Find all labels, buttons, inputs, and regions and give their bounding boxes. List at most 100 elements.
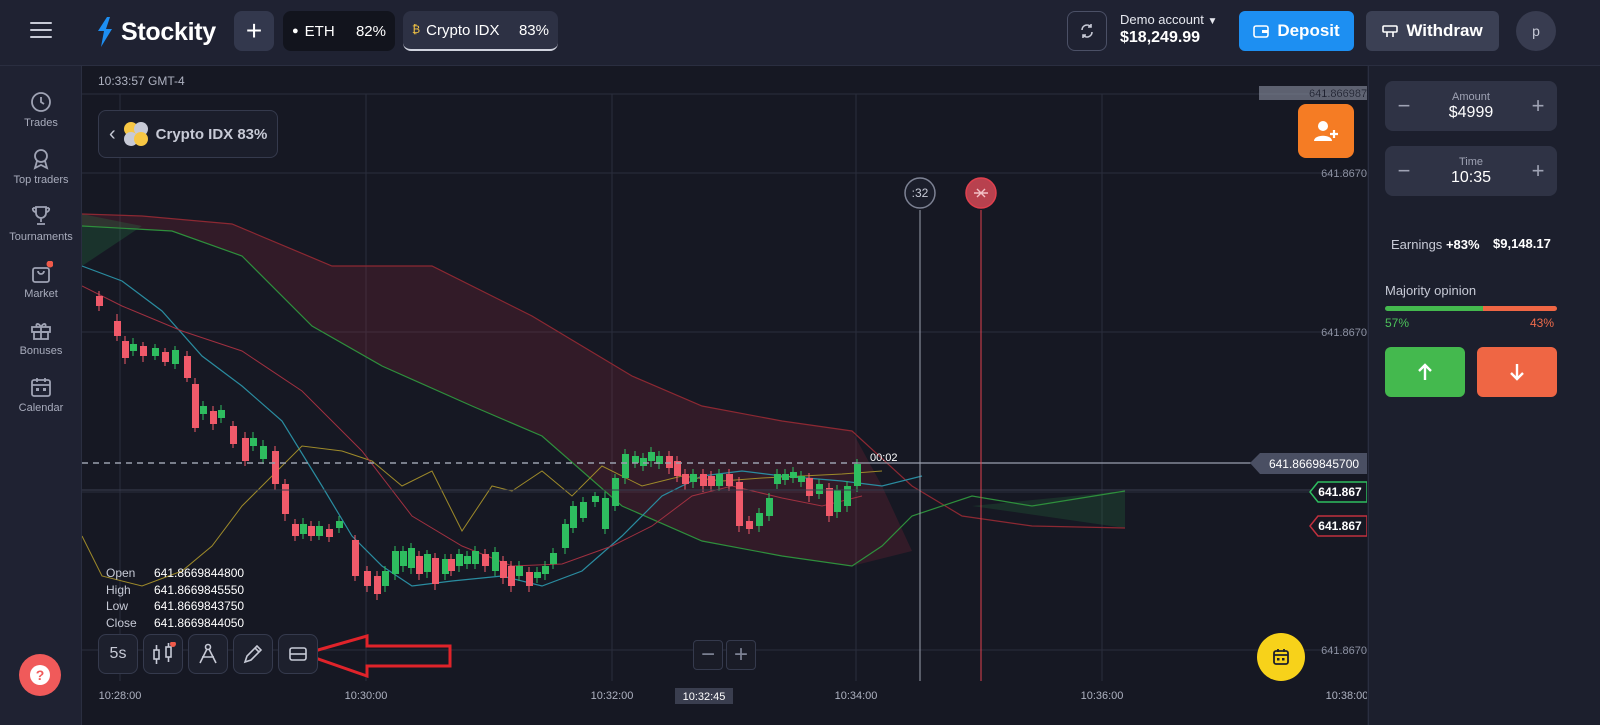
- chart-clock: 10:33:57 GMT-4: [98, 74, 185, 88]
- candle: [416, 556, 423, 574]
- candle: [192, 384, 199, 428]
- ohlc-open-label: Open: [106, 566, 136, 580]
- ohlc-close: 641.8669844050: [154, 615, 245, 630]
- chart-type-button[interactable]: [143, 634, 183, 674]
- candle: [562, 524, 569, 548]
- candle: [756, 513, 763, 526]
- candle: [592, 496, 599, 502]
- candle: [210, 411, 217, 424]
- deposit-button[interactable]: Deposit: [1239, 11, 1354, 51]
- drawing-tools-button[interactable]: [233, 634, 273, 674]
- candle: [612, 478, 619, 506]
- candle: [726, 474, 733, 486]
- candle: [656, 456, 663, 464]
- candle: [708, 476, 715, 486]
- zoom-in-button[interactable]: +: [726, 640, 756, 670]
- add-user-icon: [1314, 121, 1338, 141]
- amount-decrease-button[interactable]: −: [1397, 93, 1411, 118]
- caret-down-icon: ▼: [1207, 16, 1218, 27]
- menu-icon[interactable]: [30, 22, 52, 40]
- amount-stepper[interactable]: − Amount $4999 +: [1385, 81, 1557, 131]
- price-axis-label-bg: [1259, 86, 1367, 100]
- time-axis-label: 10:34:00: [835, 690, 878, 702]
- crypto-idx-icon: [123, 122, 148, 146]
- candle: [122, 341, 129, 358]
- account-balance: $18,249.99: [1120, 29, 1201, 46]
- time-stepper[interactable]: − Time 10:35 +: [1385, 146, 1557, 196]
- chart-asset-selector[interactable]: ‹ Crypto IDX 83%: [98, 110, 279, 158]
- amount-increase-button[interactable]: +: [1531, 93, 1545, 118]
- candle: [96, 296, 103, 306]
- avatar[interactable]: p: [1516, 11, 1556, 51]
- candle: [400, 551, 407, 566]
- economic-calendar-button[interactable]: [1257, 633, 1305, 681]
- candle: [392, 551, 399, 574]
- calendar-icon: [1273, 649, 1289, 665]
- candle: [640, 458, 647, 466]
- crypto-idx-icon: ₿: [412, 24, 421, 36]
- candle: [602, 498, 609, 529]
- add-asset-button[interactable]: +: [234, 11, 274, 51]
- buy-up-button[interactable]: [1385, 347, 1465, 397]
- time-increase-button[interactable]: +: [1531, 158, 1545, 183]
- candle: [550, 553, 557, 564]
- candle: [114, 321, 121, 336]
- candle: [250, 438, 257, 446]
- svg-text:?: ?: [36, 667, 45, 683]
- indicators-button[interactable]: [188, 634, 228, 674]
- price-axis-label: 641.8670: [1321, 168, 1367, 180]
- time-decrease-button[interactable]: −: [1397, 158, 1411, 183]
- sidebar-item-tournaments[interactable]: Tournaments: [0, 204, 82, 243]
- social-trading-button[interactable]: [1298, 104, 1354, 158]
- sidebar-item-calendar[interactable]: Calendar: [0, 375, 82, 414]
- arrow-up-icon: [1418, 363, 1432, 380]
- sidebar-item-trades[interactable]: Trades: [0, 90, 82, 129]
- flag-icon: [974, 188, 988, 198]
- candle: [492, 552, 499, 571]
- candle: [230, 426, 237, 444]
- sidebar-item-bonuses[interactable]: Bonuses: [0, 318, 82, 357]
- compass-icon: [199, 643, 217, 664]
- help-button[interactable]: ?: [19, 654, 61, 696]
- candle: [690, 474, 697, 482]
- zoom-out-button[interactable]: −: [693, 640, 723, 670]
- pencil-icon: [243, 644, 263, 664]
- sidebar-item-top-traders[interactable]: Top traders: [0, 147, 82, 186]
- candle: [456, 554, 463, 566]
- price-axis-label: 641.8670: [1321, 327, 1367, 339]
- candle: [534, 572, 541, 578]
- withdraw-button[interactable]: Withdraw: [1366, 11, 1499, 51]
- amount-value[interactable]: $4999: [1448, 103, 1494, 121]
- ohlc-low: 641.8669843750: [154, 599, 245, 613]
- candle: [632, 456, 639, 463]
- candle: [648, 452, 655, 461]
- time-value[interactable]: 10:35: [1450, 168, 1492, 186]
- bag-icon: [32, 261, 53, 283]
- sell-down-button[interactable]: [1477, 347, 1557, 397]
- chart-asset-name: Crypto IDX 83%: [155, 125, 268, 143]
- ohlc-low-label: Low: [106, 599, 129, 613]
- candle: [482, 554, 489, 566]
- candle: [364, 571, 371, 586]
- asset-tab-eth[interactable]: ● ETH 82%: [283, 11, 395, 51]
- arrow-down-icon: [1510, 364, 1524, 381]
- chevron-left-icon: ‹: [109, 122, 116, 145]
- switch-account-button[interactable]: [1067, 11, 1107, 51]
- asset-tab-name: ETH: [304, 22, 335, 40]
- chart-canvas[interactable]: :3200:02641.8669873452641.8669873452641.…: [82, 66, 1367, 725]
- price-chart[interactable]: :3200:02641.8669873452641.8669873452641.…: [82, 66, 1367, 725]
- green-marker-label: 641.867: [1318, 485, 1362, 499]
- layout-button[interactable]: [278, 634, 318, 674]
- brand-logo[interactable]: Stockity: [95, 16, 216, 48]
- sidebar-item-market[interactable]: Market: [0, 261, 82, 300]
- account-label: Demo account: [1120, 12, 1204, 27]
- current-price-label: 641.8669845700: [1269, 457, 1359, 471]
- candle: [374, 576, 381, 594]
- account-selector[interactable]: Demo account ▼ $18,249.99: [1120, 12, 1217, 47]
- withdraw-label: Withdraw: [1406, 21, 1483, 40]
- majority-opinion-bar: [1385, 306, 1557, 311]
- timeframe-button[interactable]: 5s: [98, 634, 138, 674]
- red-marker: [1309, 515, 1367, 537]
- asset-tab-crypto-idx[interactable]: ₿ Crypto IDX 83%: [403, 11, 558, 51]
- candle: [424, 554, 431, 572]
